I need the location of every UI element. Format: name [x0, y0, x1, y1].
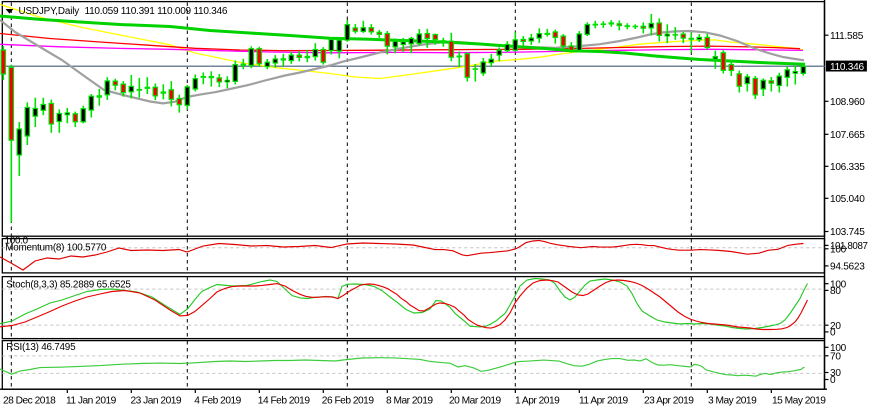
svg-text:110.059 110.391 110.009 110.34: 110.059 110.391 110.009 110.346: [85, 6, 228, 17]
svg-text:20: 20: [830, 321, 841, 332]
svg-text:100: 100: [830, 279, 847, 290]
svg-text:70: 70: [830, 352, 841, 363]
svg-text:Momentum(8) 100.5770: Momentum(8) 100.5770: [5, 242, 107, 253]
svg-text:8 Mar 2019: 8 Mar 2019: [386, 395, 433, 406]
svg-text:14 Feb 2019: 14 Feb 2019: [258, 395, 311, 406]
svg-text:11 Jan 2019: 11 Jan 2019: [66, 395, 117, 406]
svg-text:23 Apr 2019: 23 Apr 2019: [644, 395, 694, 406]
svg-text:100: 100: [830, 343, 847, 354]
svg-text:0: 0: [830, 328, 836, 339]
svg-text:23 Jan 2019: 23 Jan 2019: [131, 395, 182, 406]
svg-text:26 Feb 2019: 26 Feb 2019: [322, 395, 375, 406]
svg-text:30: 30: [830, 368, 841, 379]
svg-text:0: 0: [830, 375, 836, 386]
svg-text:28 Dec 2018: 28 Dec 2018: [3, 395, 56, 406]
svg-text:11 Apr 2019: 11 Apr 2019: [579, 395, 629, 406]
svg-text:100.0: 100.0: [5, 236, 29, 247]
svg-text:20 Mar 2019: 20 Mar 2019: [449, 395, 502, 406]
svg-text:106.335: 106.335: [830, 162, 865, 173]
svg-text:111.585: 111.585: [830, 31, 864, 42]
svg-text:USDJPY,Daily: USDJPY,Daily: [19, 6, 80, 17]
svg-text:4 Feb 2019: 4 Feb 2019: [194, 395, 241, 406]
svg-text:Stoch(8,3,3) 85.2889 65.6525: Stoch(8,3,3) 85.2889 65.6525: [6, 280, 131, 291]
svg-text:105.040: 105.040: [830, 194, 865, 205]
svg-text:1 Apr 2019: 1 Apr 2019: [515, 395, 560, 406]
svg-text:103.745: 103.745: [830, 227, 865, 238]
svg-text:15 May 2019: 15 May 2019: [772, 395, 826, 406]
svg-text:94.5623: 94.5623: [830, 262, 865, 273]
svg-text:RSI(13) 46.7495: RSI(13) 46.7495: [6, 342, 76, 353]
svg-text:107.665: 107.665: [830, 130, 865, 141]
svg-text:110.346: 110.346: [830, 62, 864, 73]
svg-text:101.8087: 101.8087: [830, 241, 868, 252]
svg-text:80: 80: [830, 286, 841, 297]
svg-text:3 May 2019: 3 May 2019: [708, 395, 757, 406]
svg-text:100: 100: [830, 245, 847, 256]
svg-text:108.960: 108.960: [830, 97, 865, 108]
